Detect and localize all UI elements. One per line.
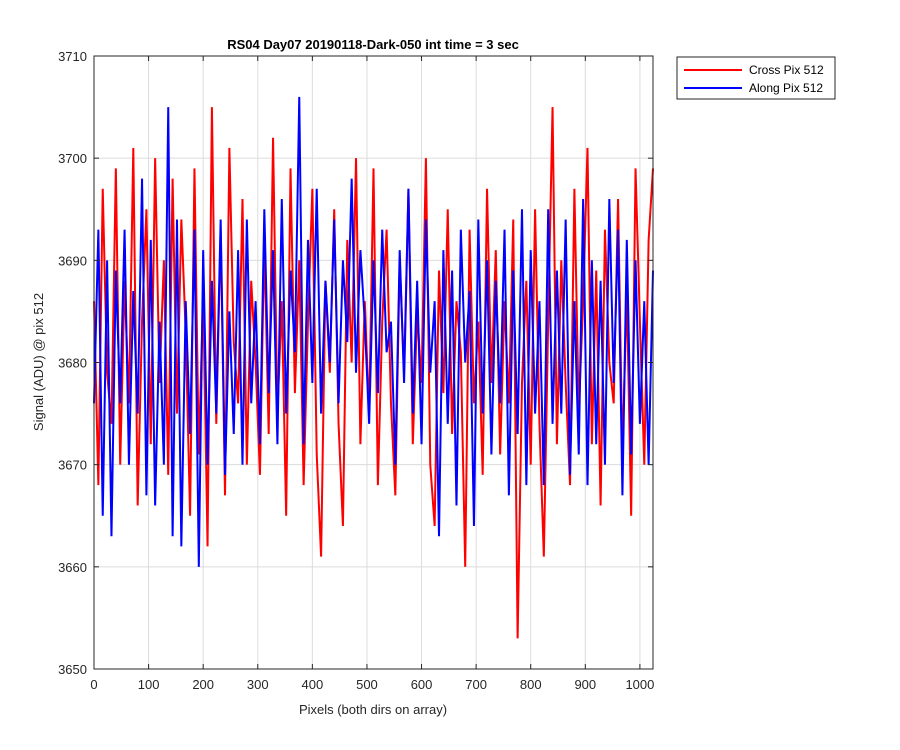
x-tick-label: 600 (411, 677, 433, 692)
x-tick-label: 300 (247, 677, 269, 692)
x-tick-label: 0 (90, 677, 97, 692)
x-tick-label: 1000 (625, 677, 654, 692)
x-tick-label: 400 (302, 677, 324, 692)
x-axis: 0 100 200 300 400 500 600 700 800 900 1000 (90, 56, 654, 692)
x-axis-label: Pixels (both dirs on array) (299, 702, 447, 717)
x-tick-label: 800 (520, 677, 542, 692)
y-tick-label: 3690 (58, 253, 87, 268)
y-axis-label: Signal (ADU) @ pix 512 (31, 293, 46, 431)
x-tick-label: 700 (465, 677, 487, 692)
y-axis: 3650 3660 3670 3680 3690 3700 3710 (58, 49, 653, 677)
chart-title: RS04 Day07 20190118-Dark-050 int time = … (227, 37, 519, 52)
x-tick-label: 500 (356, 677, 378, 692)
series-line-cross-pix-512 (93, 107, 654, 639)
y-tick-label: 3700 (58, 151, 87, 166)
y-tick-label: 3650 (58, 662, 87, 677)
legend-label-cross-pix-512: Cross Pix 512 (749, 63, 824, 77)
x-tick-label: 100 (138, 677, 160, 692)
series-layer (93, 96, 654, 639)
series-line-along-pix-512 (93, 96, 654, 567)
y-tick-label: 3680 (58, 356, 87, 371)
x-tick-label: 900 (574, 677, 596, 692)
x-tick-label: 200 (192, 677, 214, 692)
legend-box (676, 56, 836, 100)
legend-label-along-pix-512: Along Pix 512 (749, 81, 823, 95)
y-tick-label: 3660 (58, 560, 87, 575)
y-tick-label: 3710 (58, 49, 87, 64)
legend: Cross Pix 512 Along Pix 512 (676, 56, 836, 100)
y-tick-label: 3670 (58, 458, 87, 473)
